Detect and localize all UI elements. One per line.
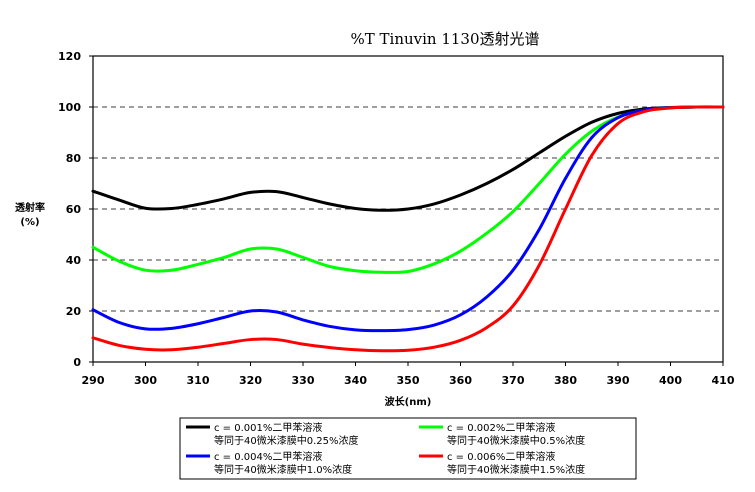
x-tick-label: 340 (344, 374, 367, 387)
x-tick-label: 320 (239, 374, 262, 387)
x-tick-label: 330 (292, 374, 315, 387)
y-tick-label: 120 (58, 50, 81, 63)
legend-box (179, 417, 637, 480)
y-tick-label: 20 (66, 305, 82, 318)
legend-sublabel-4: 等同于40微米漆膜中1.5%浓度 (447, 463, 585, 476)
x-ticks: 290 300 310 320 330 340 350 360 370 380 390 400 410 (82, 362, 735, 387)
y-tick-label: 40 (66, 254, 82, 267)
y-tick-label: 100 (58, 101, 81, 114)
y-tick-label: 0 (73, 356, 81, 369)
x-tick-label: 370 (502, 374, 525, 387)
series-line-3 (91, 105, 725, 333)
legend-sublabel-3: 等同于40微米漆膜中1.0%浓度 (214, 463, 352, 476)
y-axis-label-line2: (%) (20, 217, 39, 228)
y-tick-label: 60 (66, 203, 82, 216)
y-ticks: 0 20 40 60 80 100 120 (58, 50, 93, 369)
x-tick-label: 400 (659, 374, 682, 387)
legend-label-3: c = 0.004%二甲苯溶液 (214, 450, 322, 463)
y-tick-label: 80 (66, 152, 82, 165)
y-axis-label-line1: 透射率 (15, 201, 45, 214)
x-tick-label: 350 (397, 374, 420, 387)
series-line-4 (91, 105, 725, 353)
legend-label-4: c = 0.006%二甲苯溶液 (447, 450, 555, 463)
x-axis-label: 波长(nm) (385, 395, 432, 408)
x-tick-label: 300 (134, 374, 157, 387)
legend-sublabel-1: 等同于40微米漆膜中0.25%浓度 (214, 434, 359, 447)
legend-label-2: c = 0.002%二甲苯溶液 (447, 421, 555, 434)
series-line-1 (91, 105, 725, 212)
series-layer (91, 105, 725, 353)
x-tick-label: 410 (712, 374, 735, 387)
x-tick-label: 380 (554, 374, 577, 387)
x-tick-label: 390 (607, 374, 630, 387)
x-tick-label: 310 (187, 374, 210, 387)
chart-title: %T Tinuvin 1130透射光谱 (350, 30, 539, 48)
legend-sublabel-2: 等同于40微米漆膜中0.5%浓度 (447, 434, 585, 447)
legend-label-1: c = 0.001%二甲苯溶液 (214, 421, 322, 434)
x-tick-label: 360 (449, 374, 472, 387)
series-line-2 (91, 105, 725, 274)
x-tick-label: 290 (82, 374, 105, 387)
